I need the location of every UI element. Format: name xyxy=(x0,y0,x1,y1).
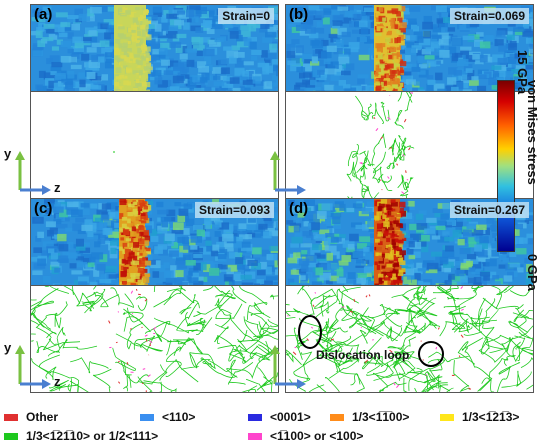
legend-item: 1/3<1̅21̅10> or 1/2<111> xyxy=(4,429,158,443)
legend-label: 1/3<1̅21̅10> or 1/2<111> xyxy=(26,429,159,443)
dislocation-map xyxy=(30,286,279,393)
strain-label: Strain=0.267 xyxy=(449,202,529,218)
legend-swatch xyxy=(4,413,18,421)
panel-d: (d) Strain=0.267 Dislocation loop xyxy=(285,198,534,393)
dislocation-graphic xyxy=(113,151,115,153)
axes-indicator xyxy=(15,345,51,389)
legend-swatch xyxy=(140,413,154,421)
panel-a: (a) Strain=0 xyxy=(30,4,279,199)
dislocation-map xyxy=(30,92,279,199)
panel-label: (a) xyxy=(34,6,53,23)
legend-item: <0001> xyxy=(248,410,311,424)
panel-label: (c) xyxy=(34,200,53,217)
legend-swatch xyxy=(248,413,262,421)
dislocation-loop-markers xyxy=(298,315,444,367)
legend-item: 1/3<1̅1̅00> xyxy=(330,410,409,424)
legend-item: <1̅100> or <100> xyxy=(248,429,363,443)
legend-label: <110> xyxy=(162,410,196,424)
stress-map: Strain=0.093 xyxy=(30,198,279,286)
dislocation-loop-label: Dislocation loop xyxy=(316,348,410,362)
panel-label: (d) xyxy=(289,200,309,217)
dislocation-graphic xyxy=(346,92,415,198)
legend-label: <1̅100> or <100> xyxy=(270,429,364,443)
colorbar xyxy=(497,80,515,252)
axes-indicator xyxy=(15,151,51,195)
axes-indicator xyxy=(270,151,306,195)
dislocation-map: Dislocation loop xyxy=(285,286,534,393)
legend-item: 1/3<1̅21̅3> xyxy=(440,410,519,424)
dislocation-map xyxy=(285,92,534,199)
legend-label: 1/3<1̅21̅3> xyxy=(462,410,520,424)
legend-swatch xyxy=(330,413,344,421)
legend-label: 1/3<1̅1̅00> xyxy=(352,410,410,424)
stress-map-graphic xyxy=(286,5,533,91)
axis-y-label: y xyxy=(4,146,12,161)
strain-label: Strain=0 xyxy=(218,8,274,24)
panel-b: (b) Strain=0.069 xyxy=(285,4,534,199)
legend-label: <0001> xyxy=(270,410,311,424)
colorbar-title: von Mises stress xyxy=(525,80,540,185)
legend-item: Other xyxy=(4,410,58,424)
panel-c: (c) Strain=0.093 xyxy=(30,198,279,393)
axes-indicator xyxy=(270,345,306,389)
panel-label: (b) xyxy=(289,6,309,23)
stress-map: Strain=0.267 xyxy=(285,198,534,286)
axis-y-label: y xyxy=(4,340,12,355)
dislocation-graphic xyxy=(31,286,278,392)
strain-label: Strain=0.093 xyxy=(194,202,274,218)
legend-swatch xyxy=(248,432,262,440)
stress-map-graphic xyxy=(31,199,278,285)
axis-z-label: z xyxy=(54,180,61,195)
legend-swatch xyxy=(4,432,18,440)
legend-swatch xyxy=(440,413,454,421)
legend-item: <110> xyxy=(140,410,195,424)
loop-marker xyxy=(298,315,322,349)
stress-map: Strain=0 xyxy=(30,4,279,92)
axis-z-label: z xyxy=(54,374,61,389)
loop-marker xyxy=(418,341,444,367)
strain-label: Strain=0.069 xyxy=(449,8,529,24)
stress-map: Strain=0.069 xyxy=(285,4,534,92)
colorbar-min-label: 0 GPa xyxy=(525,254,540,291)
legend-label: Other xyxy=(26,410,59,424)
